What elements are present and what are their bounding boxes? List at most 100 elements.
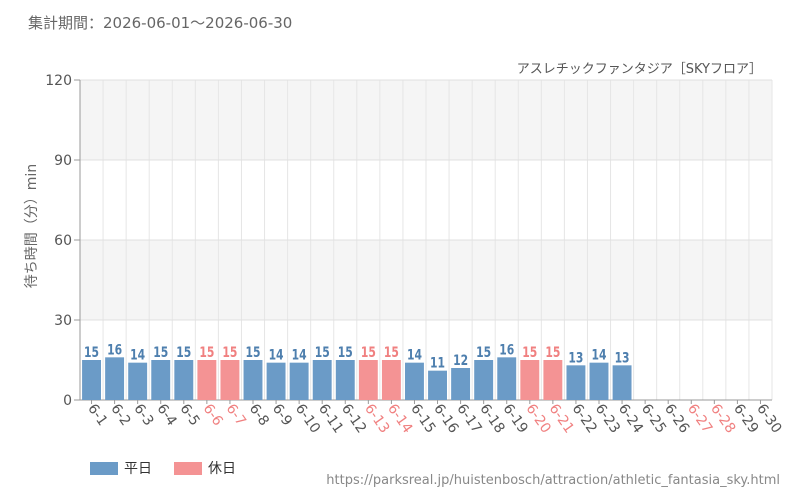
- bars: [82, 357, 632, 400]
- chart-title: アスレチックファンタジア［SKYフロア］: [517, 62, 762, 77]
- bar: [405, 362, 424, 400]
- bar: [566, 365, 586, 400]
- x-tick-label: 6-29: [730, 401, 761, 436]
- bar-value-label: 15: [545, 345, 560, 361]
- x-tick-labels: 6-16-26-36-46-56-66-76-86-96-106-116-126…: [84, 400, 785, 436]
- x-tick-label: 6-20: [523, 401, 554, 436]
- bar-value-label: 14: [592, 348, 607, 364]
- bar-value-label: 14: [407, 348, 422, 364]
- y-axis-label: 待ち時間（分）min: [24, 164, 40, 288]
- bar: [82, 360, 101, 400]
- x-tick-label: 6-17: [453, 401, 484, 436]
- x-tick-label: 6-25: [638, 401, 669, 436]
- x-tick-label: 6-24: [615, 401, 646, 436]
- legend-item-weekday: 平日: [90, 458, 152, 478]
- x-tick-label: 6-19: [499, 401, 530, 436]
- bar: [335, 360, 355, 400]
- period-text: 集計期間：2026-06-01～2026-06-30: [28, 14, 293, 32]
- x-tick-label: 6-30: [753, 401, 784, 436]
- bar: [474, 360, 494, 400]
- bar: [243, 360, 263, 400]
- bar: [381, 360, 401, 400]
- bar-value-label: 15: [384, 345, 399, 361]
- x-tick-label: 6-28: [707, 401, 738, 436]
- bar-value-label: 15: [361, 345, 376, 361]
- y-tick-label: 120: [45, 73, 72, 89]
- x-tick-label: 6-9: [269, 401, 295, 429]
- bar: [128, 362, 148, 400]
- x-tick-label: 6-2: [107, 401, 133, 429]
- x-tick-label: 6-22: [569, 401, 600, 436]
- bar-value-label: 12: [453, 353, 468, 369]
- bar-value-label: 15: [84, 345, 99, 361]
- x-tick-label: 6-15: [407, 401, 438, 436]
- x-tick-label: 6-3: [130, 401, 156, 429]
- x-tick-label: 6-4: [153, 401, 179, 429]
- bar-value-label: 15: [199, 345, 214, 361]
- legend: 平日 休日: [90, 458, 258, 478]
- x-tick-label: 6-8: [246, 401, 272, 429]
- x-tick-label: 6-23: [592, 401, 623, 436]
- bar: [543, 360, 563, 400]
- x-tick-label: 6-14: [384, 401, 415, 436]
- x-tick-label: 6-11: [315, 401, 346, 436]
- bar: [312, 360, 332, 400]
- bar-value-label: 15: [522, 345, 537, 361]
- bar: [358, 360, 378, 400]
- y-tick-label: 0: [63, 393, 72, 409]
- bar: [197, 360, 217, 400]
- x-tick-label: 6-6: [200, 401, 226, 429]
- bar: [105, 357, 125, 400]
- bar-value-label: 15: [476, 345, 491, 361]
- bar-value-label: 14: [269, 348, 284, 364]
- y-tick-label: 60: [54, 233, 72, 249]
- x-tick-label: 6-13: [361, 401, 392, 436]
- bar: [289, 362, 309, 400]
- bar: [220, 360, 240, 400]
- bar: [266, 362, 286, 400]
- bar: [520, 360, 540, 400]
- x-tick-label: 6-5: [177, 401, 203, 429]
- source-url: https://parksreal.jp/huistenbosch/attrac…: [326, 473, 780, 488]
- bar: [612, 365, 632, 400]
- x-tick-label: 6-21: [546, 401, 577, 436]
- bar-value-label: 15: [338, 345, 353, 361]
- bar-value-label: 15: [246, 345, 261, 361]
- legend-swatch-weekday: [90, 461, 118, 475]
- bar-value-label: 13: [568, 350, 583, 366]
- x-tick-label: 6-18: [476, 401, 507, 436]
- x-tick-label: 6-12: [338, 401, 369, 436]
- legend-swatch-holiday: [174, 461, 202, 475]
- y-tick-label: 30: [54, 313, 72, 329]
- bar: [451, 368, 471, 400]
- bar-value-label: 14: [130, 348, 145, 364]
- bar-value-label: 15: [153, 345, 168, 361]
- bar-value-label: 11: [430, 356, 445, 372]
- bar-value-label: 13: [615, 350, 630, 366]
- bar-value-label: 15: [315, 345, 330, 361]
- bar-value-label: 16: [107, 342, 122, 358]
- bar: [497, 357, 517, 400]
- bar: [428, 370, 447, 400]
- bar-value-label: 16: [499, 342, 514, 358]
- x-tick-label: 6-1: [84, 401, 110, 429]
- legend-item-holiday: 休日: [174, 458, 236, 478]
- y-tick-labels: 0 30 60 90 120: [45, 73, 80, 409]
- bar: [174, 360, 194, 400]
- gridlines: [79, 79, 773, 401]
- bar-value-label: 14: [292, 348, 307, 364]
- bar-value-label: 15: [222, 345, 237, 361]
- legend-label-holiday: 休日: [208, 461, 236, 477]
- x-tick-label: 6-27: [684, 401, 715, 436]
- y-tick-label: 90: [54, 153, 72, 169]
- bar: [589, 362, 609, 400]
- x-tick-label: 6-7: [223, 401, 249, 429]
- bar-value-label: 15: [176, 345, 191, 361]
- x-tick-label: 6-16: [430, 401, 461, 436]
- x-tick-label: 6-10: [292, 401, 323, 436]
- value-labels: 15 16 14 15 15 15 15 15 14 14 15 15 15 15 14 11 12 15 16 15…: [84, 342, 630, 371]
- bar: [151, 360, 171, 400]
- x-tick-label: 6-26: [661, 401, 692, 436]
- legend-label-weekday: 平日: [124, 461, 152, 477]
